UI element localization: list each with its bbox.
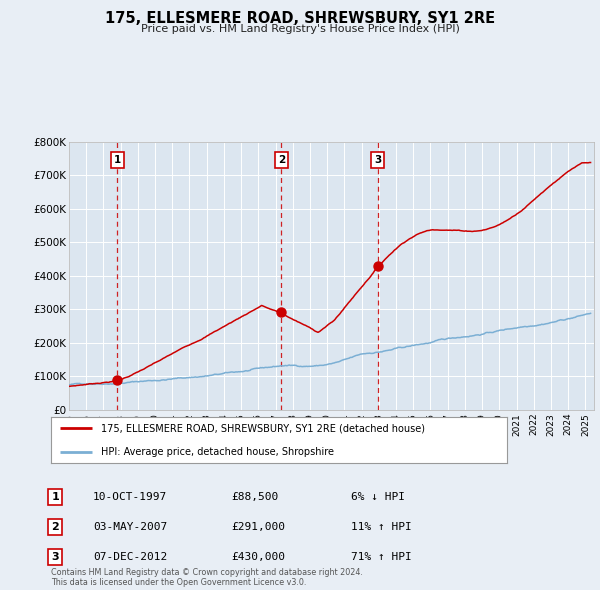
- Text: 175, ELLESMERE ROAD, SHREWSBURY, SY1 2RE (detached house): 175, ELLESMERE ROAD, SHREWSBURY, SY1 2RE…: [101, 423, 425, 433]
- Text: 1: 1: [113, 155, 121, 165]
- Text: Contains HM Land Registry data © Crown copyright and database right 2024.
This d: Contains HM Land Registry data © Crown c…: [51, 568, 363, 587]
- Text: Price paid vs. HM Land Registry's House Price Index (HPI): Price paid vs. HM Land Registry's House …: [140, 24, 460, 34]
- Text: 03-MAY-2007: 03-MAY-2007: [93, 522, 167, 532]
- Text: 6% ↓ HPI: 6% ↓ HPI: [351, 492, 405, 502]
- Text: HPI: Average price, detached house, Shropshire: HPI: Average price, detached house, Shro…: [101, 447, 334, 457]
- Text: 1: 1: [52, 492, 59, 502]
- Text: 71% ↑ HPI: 71% ↑ HPI: [351, 552, 412, 562]
- Text: 10-OCT-1997: 10-OCT-1997: [93, 492, 167, 502]
- Text: £430,000: £430,000: [231, 552, 285, 562]
- Text: 3: 3: [374, 155, 381, 165]
- Text: 2: 2: [52, 522, 59, 532]
- Text: 3: 3: [52, 552, 59, 562]
- Text: 11% ↑ HPI: 11% ↑ HPI: [351, 522, 412, 532]
- Text: 2: 2: [278, 155, 285, 165]
- Text: £291,000: £291,000: [231, 522, 285, 532]
- Text: 07-DEC-2012: 07-DEC-2012: [93, 552, 167, 562]
- Text: 175, ELLESMERE ROAD, SHREWSBURY, SY1 2RE: 175, ELLESMERE ROAD, SHREWSBURY, SY1 2RE: [105, 11, 495, 25]
- Text: £88,500: £88,500: [231, 492, 278, 502]
